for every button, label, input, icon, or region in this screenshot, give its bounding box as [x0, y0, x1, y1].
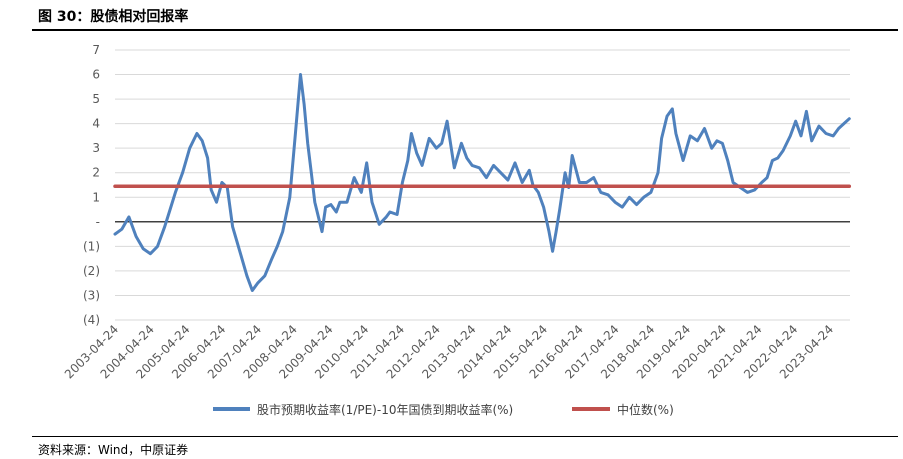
- y-tick-label: 3: [92, 141, 100, 155]
- y-tick-label: 4: [92, 117, 100, 131]
- y-tick-label: 2: [92, 166, 100, 180]
- legend-label: 股市预期收益率(1/PE)-10年国债到期收益率(%): [257, 402, 513, 417]
- y-tick-label: (1): [83, 239, 100, 253]
- y-tick-label: 6: [92, 68, 100, 82]
- y-tick-label: 7: [92, 43, 100, 57]
- y-tick-label: (2): [83, 264, 100, 278]
- y-tick-label: 1: [92, 190, 100, 204]
- y-tick-label: (4): [83, 313, 100, 327]
- source-note: 资料来源：Wind，中原证券: [38, 443, 189, 457]
- series-lines: [113, 73, 852, 292]
- source-rule: [32, 436, 898, 437]
- y-tick-label: -: [96, 215, 100, 229]
- y-tick-label: 5: [92, 92, 100, 106]
- y-tick-label: (3): [83, 288, 100, 302]
- x-axis-ticks: 2003-04-242004-04-242005-04-242006-04-24…: [62, 322, 836, 381]
- title-rule: [32, 29, 898, 31]
- legend-label: 中位数(%): [617, 402, 674, 417]
- series-line-equity-bond-spread: [113, 73, 851, 292]
- legend: 股市预期收益率(1/PE)-10年国债到期收益率(%) 中位数(%): [213, 402, 674, 417]
- y-axis-ticks: (4) (3) (2) (1) - 1 2 3 4 5 6 7: [83, 43, 100, 327]
- figure-title: 图 30：股债相对回报率: [38, 9, 189, 25]
